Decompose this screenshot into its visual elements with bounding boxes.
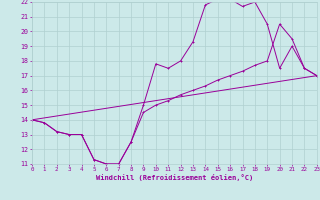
- X-axis label: Windchill (Refroidissement éolien,°C): Windchill (Refroidissement éolien,°C): [96, 174, 253, 181]
